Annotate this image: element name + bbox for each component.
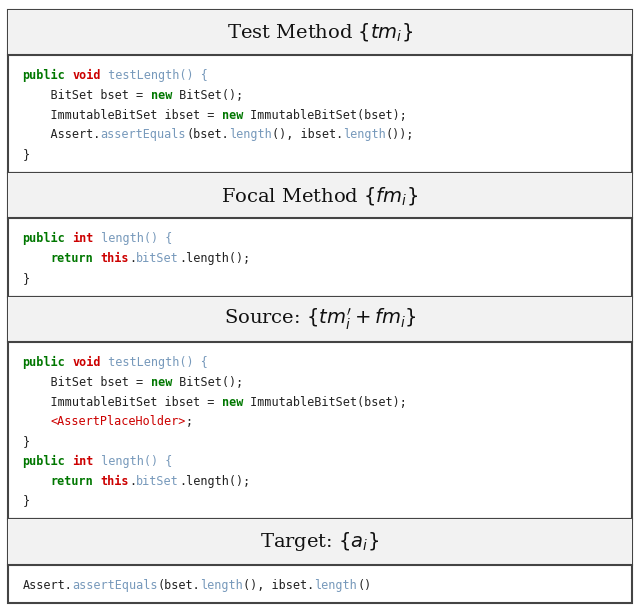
Text: }: } bbox=[22, 494, 29, 508]
Bar bbox=[8, 297, 632, 342]
Text: }: } bbox=[22, 148, 29, 161]
Text: int: int bbox=[72, 232, 93, 245]
Text: ImmutableBitSet(bset);: ImmutableBitSet(bset); bbox=[243, 109, 407, 121]
Text: testLength() {: testLength() { bbox=[100, 356, 207, 369]
Text: int: int bbox=[72, 455, 93, 468]
Text: ;: ; bbox=[186, 416, 193, 428]
Text: BitSet();: BitSet(); bbox=[172, 89, 243, 102]
Text: (), ibset.: (), ibset. bbox=[272, 128, 343, 142]
Text: ImmutableBitSet ibset =: ImmutableBitSet ibset = bbox=[22, 109, 222, 121]
Text: assertEquals: assertEquals bbox=[72, 579, 157, 592]
Text: ImmutableBitSet ibset =: ImmutableBitSet ibset = bbox=[22, 395, 222, 409]
Text: this: this bbox=[100, 252, 129, 265]
Text: length() {: length() { bbox=[93, 455, 172, 468]
Text: (), ibset.: (), ibset. bbox=[243, 579, 314, 592]
Text: new: new bbox=[150, 376, 172, 389]
Bar bbox=[8, 297, 632, 519]
Text: Focal Method $\{fm_i\}$: Focal Method $\{fm_i\}$ bbox=[221, 185, 419, 207]
Text: length() {: length() { bbox=[93, 232, 172, 245]
Text: .: . bbox=[129, 252, 136, 265]
Text: BitSet bset =: BitSet bset = bbox=[22, 376, 150, 389]
Text: assertEquals: assertEquals bbox=[100, 128, 186, 142]
Bar bbox=[8, 10, 632, 173]
Bar bbox=[8, 519, 632, 565]
Text: length: length bbox=[229, 128, 272, 142]
Text: void: void bbox=[72, 356, 100, 369]
Text: testLength() {: testLength() { bbox=[100, 69, 207, 82]
Text: public: public bbox=[22, 455, 65, 468]
Text: length: length bbox=[200, 579, 243, 592]
Bar bbox=[8, 519, 632, 603]
Text: void: void bbox=[72, 69, 100, 82]
Bar bbox=[8, 173, 632, 297]
Text: BitSet();: BitSet(); bbox=[172, 376, 243, 389]
Text: Assert.: Assert. bbox=[22, 128, 100, 142]
Text: .: . bbox=[129, 474, 136, 487]
Text: public: public bbox=[22, 356, 65, 369]
Text: .length();: .length(); bbox=[179, 474, 250, 487]
Text: bitSet: bitSet bbox=[136, 252, 179, 265]
Bar bbox=[8, 173, 632, 218]
Text: Source: $\{tm_i^{\prime} + fm_i\}$: Source: $\{tm_i^{\prime} + fm_i\}$ bbox=[224, 306, 416, 332]
Text: length: length bbox=[343, 128, 386, 142]
Text: }: } bbox=[22, 435, 29, 448]
Text: }: } bbox=[22, 272, 29, 285]
Text: Target: $\{a_i\}$: Target: $\{a_i\}$ bbox=[260, 530, 380, 554]
Bar bbox=[8, 10, 632, 55]
Text: Test Method $\{tm_i\}$: Test Method $\{tm_i\}$ bbox=[227, 21, 413, 44]
Text: new: new bbox=[150, 89, 172, 102]
Text: ());: ()); bbox=[386, 128, 414, 142]
Text: this: this bbox=[100, 474, 129, 487]
Text: public: public bbox=[22, 232, 65, 245]
Text: BitSet bset =: BitSet bset = bbox=[22, 89, 150, 102]
Text: (): () bbox=[357, 579, 371, 592]
Text: return: return bbox=[51, 252, 93, 265]
Text: new: new bbox=[222, 109, 243, 121]
Text: (bset.: (bset. bbox=[157, 579, 200, 592]
Text: Assert.: Assert. bbox=[22, 579, 72, 592]
Text: length: length bbox=[314, 579, 357, 592]
Text: .length();: .length(); bbox=[179, 252, 250, 265]
Text: <AssertPlaceHolder>: <AssertPlaceHolder> bbox=[51, 416, 186, 428]
Text: new: new bbox=[222, 395, 243, 409]
Text: bitSet: bitSet bbox=[136, 474, 179, 487]
Text: return: return bbox=[51, 474, 93, 487]
Text: public: public bbox=[22, 69, 65, 82]
Text: ImmutableBitSet(bset);: ImmutableBitSet(bset); bbox=[243, 395, 407, 409]
Text: (bset.: (bset. bbox=[186, 128, 229, 142]
